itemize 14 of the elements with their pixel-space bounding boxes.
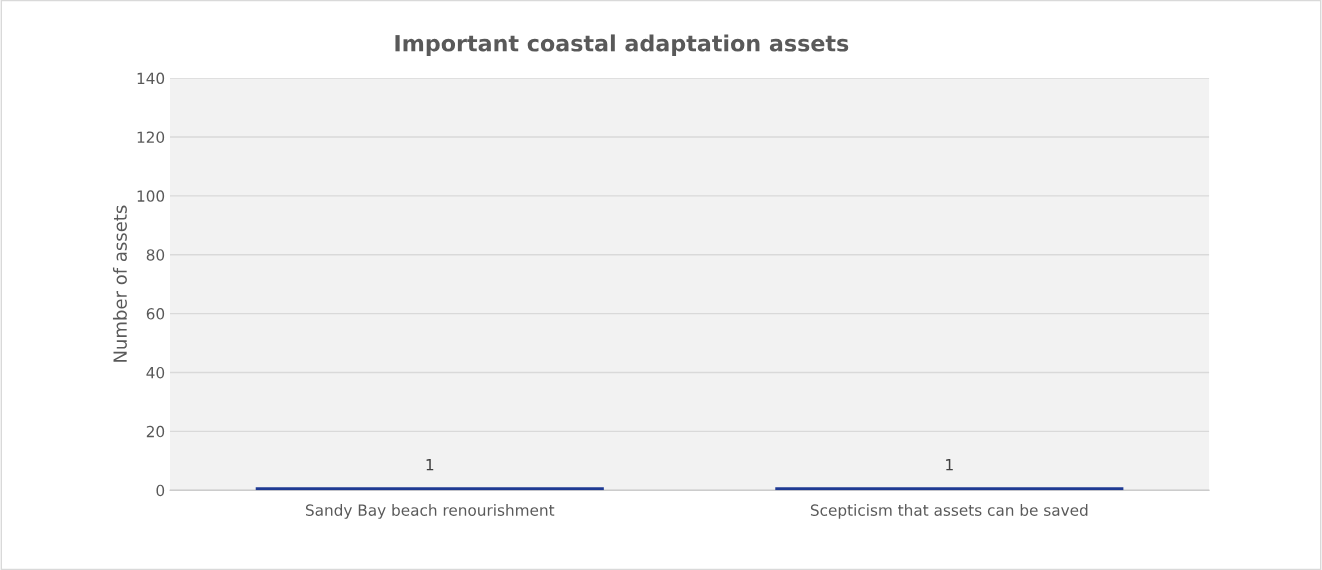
chart-title: Important coastal adaptation assets [395, 34, 849, 56]
y-axis-title: Number of assets [112, 205, 127, 362]
y-tick-label: 120 [137, 131, 165, 143]
data-label: 1 [946, 459, 953, 471]
y-tick-label: 140 [137, 72, 165, 85]
y-tick-label: 100 [137, 190, 165, 202]
y-tick-label: 60 [146, 308, 165, 320]
x-tick-label: Scepticism that assets can be saved [810, 504, 1088, 519]
y-tick-label: 80 [146, 249, 165, 261]
y-tick-label: 40 [146, 366, 165, 379]
data-label: 1 [426, 459, 434, 471]
x-tick-label: Sandy Bay beach renourishment [305, 504, 555, 519]
y-tick-label: 0 [156, 484, 165, 497]
y-tick-label: 20 [146, 425, 165, 438]
